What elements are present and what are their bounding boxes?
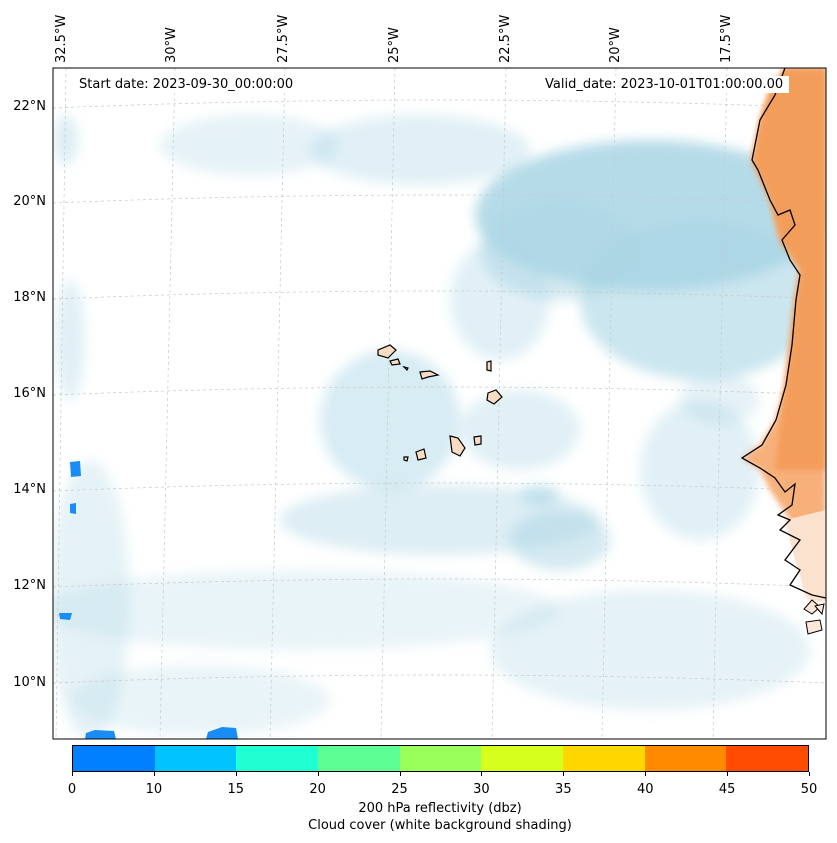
colorbar-tick-mark xyxy=(399,772,401,776)
colorbar-tick-label: 25 xyxy=(391,782,408,797)
lon-label-25w: 25°W xyxy=(387,27,402,63)
colorbar-tick-mark xyxy=(809,772,810,776)
colorbar-segment xyxy=(318,746,400,771)
lat-label-10n: 10°N xyxy=(13,675,46,690)
colorbar-tick-label: 0 xyxy=(67,782,77,797)
cape-verde-islands xyxy=(377,344,503,462)
lon-label-27-5w: 27.5°W xyxy=(276,14,291,63)
gridlines xyxy=(53,68,826,739)
colorbar-tick-label: 35 xyxy=(555,782,572,797)
colorbar-label: 200 hPa reflectivity (dbz) xyxy=(358,801,522,816)
colorbar-tick-mark xyxy=(72,772,73,776)
colorbar-tick-mark xyxy=(317,772,319,776)
lon-label-17-5w: 17.5°W xyxy=(719,14,734,63)
colorbar-segment xyxy=(154,746,237,771)
lat-label-22n: 22°N xyxy=(13,99,46,114)
colorbar-tick-mark xyxy=(563,772,565,776)
lon-label-20w: 20°W xyxy=(608,27,623,63)
colorbar-tick-label: 40 xyxy=(636,782,654,797)
colorbar-tick-label: 50 xyxy=(800,782,818,797)
colorbar-tick-mark xyxy=(727,772,729,776)
lat-label-16n: 16°N xyxy=(13,386,46,401)
lon-label-32-5w: 32.5°W xyxy=(54,14,69,63)
colorbar-segment xyxy=(399,746,482,771)
lat-label-20n: 20°N xyxy=(13,194,46,209)
colorbar-tick-mark xyxy=(235,772,237,776)
colorbar-sublabel: Cloud cover (white background shading) xyxy=(308,818,572,833)
colorbar-tick-label: 20 xyxy=(309,782,326,797)
lon-label-22-5w: 22.5°W xyxy=(498,14,513,63)
start-date-label: Start date: 2023-09-30_00:00:00 xyxy=(73,76,300,93)
colorbar-tick-label: 15 xyxy=(227,782,245,797)
colorbar-segment xyxy=(726,746,809,771)
colorbar-tick-label: 10 xyxy=(145,782,163,797)
lat-label-12n: 12°N xyxy=(13,578,46,593)
colorbar-segment xyxy=(73,746,155,771)
colorbar-segment xyxy=(481,746,564,771)
valid-date-label: Valid_date: 2023-10-01T01:00:00.00 xyxy=(539,76,790,93)
lat-label-18n: 18°N xyxy=(13,290,46,305)
map-frame xyxy=(52,67,827,740)
colorbar-segment xyxy=(563,746,645,771)
colorbar xyxy=(72,745,809,772)
colorbar-tick-label: 45 xyxy=(718,782,736,797)
reflectivity-cells xyxy=(59,461,238,739)
colorbar-segment xyxy=(644,746,727,771)
lat-label-14n: 14°N xyxy=(13,482,46,497)
colorbar-segment xyxy=(236,746,319,771)
lon-label-30w: 30°W xyxy=(164,27,179,63)
cloud-cover-shading xyxy=(53,115,825,739)
colorbar-tick-label: 30 xyxy=(473,782,490,797)
colorbar-tick-mark xyxy=(645,772,647,776)
colorbar-tick-mark xyxy=(153,772,155,776)
colorbar-tick-mark xyxy=(481,772,483,776)
africa-coast xyxy=(740,68,826,635)
